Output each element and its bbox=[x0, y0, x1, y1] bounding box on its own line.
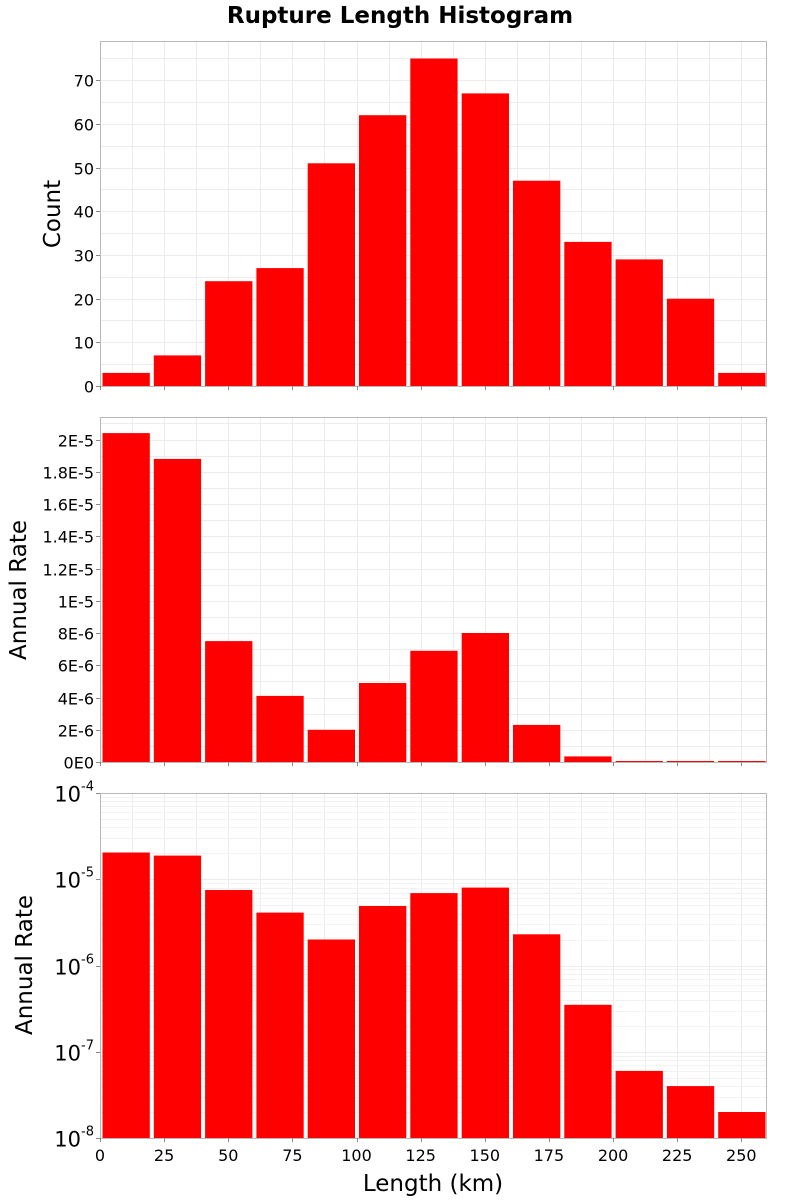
histogram-bar bbox=[153, 458, 202, 762]
y-tick-label: 2E-5 bbox=[58, 432, 94, 451]
y-tick-label: 10-8 bbox=[54, 1125, 94, 1152]
histogram-bar bbox=[153, 855, 202, 1138]
y-tick-label: 0E0 bbox=[64, 754, 94, 773]
histogram-bar bbox=[615, 1070, 663, 1138]
histogram-bar bbox=[615, 259, 663, 386]
y-tick-label: 10-7 bbox=[54, 1039, 94, 1066]
x-tick-label: 150 bbox=[470, 1146, 501, 1165]
histogram-bar bbox=[307, 939, 355, 1138]
y-tick-label: 10-4 bbox=[54, 780, 94, 807]
length-axis-label: Length (km) bbox=[363, 1171, 503, 1197]
x-tick-label: 125 bbox=[405, 1146, 436, 1165]
plot-frame bbox=[100, 417, 767, 763]
histogram-bar bbox=[153, 355, 202, 386]
annual-rate-axis-label: Annual Rate bbox=[6, 520, 32, 660]
histogram-bar bbox=[615, 761, 663, 762]
histogram-bar bbox=[461, 633, 509, 762]
histogram-bar bbox=[564, 756, 612, 762]
histogram-bar bbox=[410, 650, 458, 762]
histogram-bar bbox=[718, 1112, 766, 1138]
y-tick-label: 10-6 bbox=[54, 953, 94, 980]
annual-rate-linear-panel: 0E0 2E-6 4E-6 6E-6 8E-6 1E-5 1.2E-5 1.4E-5 1.6E-… bbox=[42, 417, 767, 773]
x-tick-label: 225 bbox=[662, 1146, 693, 1165]
x-tick-label: 75 bbox=[282, 1146, 302, 1165]
histogram-bar bbox=[359, 906, 407, 1138]
y-tick-label: 20 bbox=[74, 291, 94, 310]
histogram-bar bbox=[307, 163, 355, 386]
histogram-bar bbox=[256, 268, 304, 386]
x-tick-label: 250 bbox=[726, 1146, 757, 1165]
plot-frame bbox=[100, 793, 767, 1139]
count-histogram-panel: 0 10 20 30 40 50 60 70 bbox=[74, 41, 767, 397]
x-tick-label: 100 bbox=[341, 1146, 372, 1165]
histogram-bar bbox=[307, 729, 355, 762]
annual-rate-log-axis-label: Annual Rate bbox=[12, 895, 38, 1035]
histogram-bar bbox=[564, 241, 612, 386]
y-tick-label: 2E-6 bbox=[58, 722, 94, 741]
y-tick-label: 10 bbox=[74, 334, 94, 353]
histogram-bar bbox=[718, 761, 766, 762]
histogram-bar bbox=[205, 281, 253, 386]
histogram-bar bbox=[666, 298, 715, 386]
y-tick-label: 8E-6 bbox=[58, 625, 94, 644]
histogram-bar bbox=[564, 1004, 612, 1138]
x-tick-label: 50 bbox=[218, 1146, 238, 1165]
y-tick-label: 1.2E-5 bbox=[42, 561, 94, 580]
histogram-bar bbox=[102, 433, 150, 762]
y-tick-label: 1.6E-5 bbox=[42, 496, 94, 515]
y-tick-label: 6E-6 bbox=[58, 657, 94, 676]
y-tick-label: 70 bbox=[74, 72, 94, 91]
histogram-bar bbox=[513, 180, 561, 386]
x-tick-label: 175 bbox=[534, 1146, 565, 1165]
x-tick-label: 0 bbox=[95, 1146, 105, 1165]
histogram-bar bbox=[513, 934, 561, 1138]
histogram-bar bbox=[359, 115, 407, 386]
histogram-bar bbox=[256, 912, 304, 1138]
histogram-bar bbox=[205, 890, 253, 1138]
histogram-bar bbox=[666, 1086, 715, 1138]
histogram-bar bbox=[410, 893, 458, 1138]
histogram-bar bbox=[718, 372, 766, 386]
y-tick-label: 30 bbox=[74, 247, 94, 266]
histogram-bar bbox=[666, 761, 715, 762]
histogram-bar bbox=[461, 887, 509, 1138]
y-tick-label: 50 bbox=[74, 160, 94, 179]
y-tick-label: 1.8E-5 bbox=[42, 464, 94, 483]
y-tick-label: 60 bbox=[74, 116, 94, 135]
histogram-bar bbox=[102, 852, 150, 1138]
histogram-bar bbox=[359, 683, 407, 762]
y-tick-label: 4E-6 bbox=[58, 690, 94, 709]
histogram-bar bbox=[102, 372, 150, 386]
histogram-bar bbox=[410, 58, 458, 386]
histogram-bar bbox=[205, 641, 253, 762]
chart-title: Rupture Length Histogram bbox=[227, 3, 573, 29]
x-tick-label: 25 bbox=[154, 1146, 174, 1165]
count-axis-label: Count bbox=[40, 180, 66, 248]
histogram-bar bbox=[513, 724, 561, 762]
histogram-bar bbox=[461, 93, 509, 387]
x-tick-label: 200 bbox=[598, 1146, 629, 1165]
y-tick-label: 10-5 bbox=[54, 866, 94, 893]
annual-rate-log-panel: 10-8 10-7 10-6 10-5 10-4 0 25 50 75 100 125 150 175 2… bbox=[54, 780, 767, 1165]
y-tick-label: 0 bbox=[84, 378, 94, 397]
y-tick-label: 1.4E-5 bbox=[42, 528, 94, 547]
y-tick-label: 1E-5 bbox=[58, 593, 94, 612]
histogram-bar bbox=[256, 695, 304, 762]
y-tick-label: 40 bbox=[74, 203, 94, 222]
plot-frame bbox=[100, 41, 767, 387]
